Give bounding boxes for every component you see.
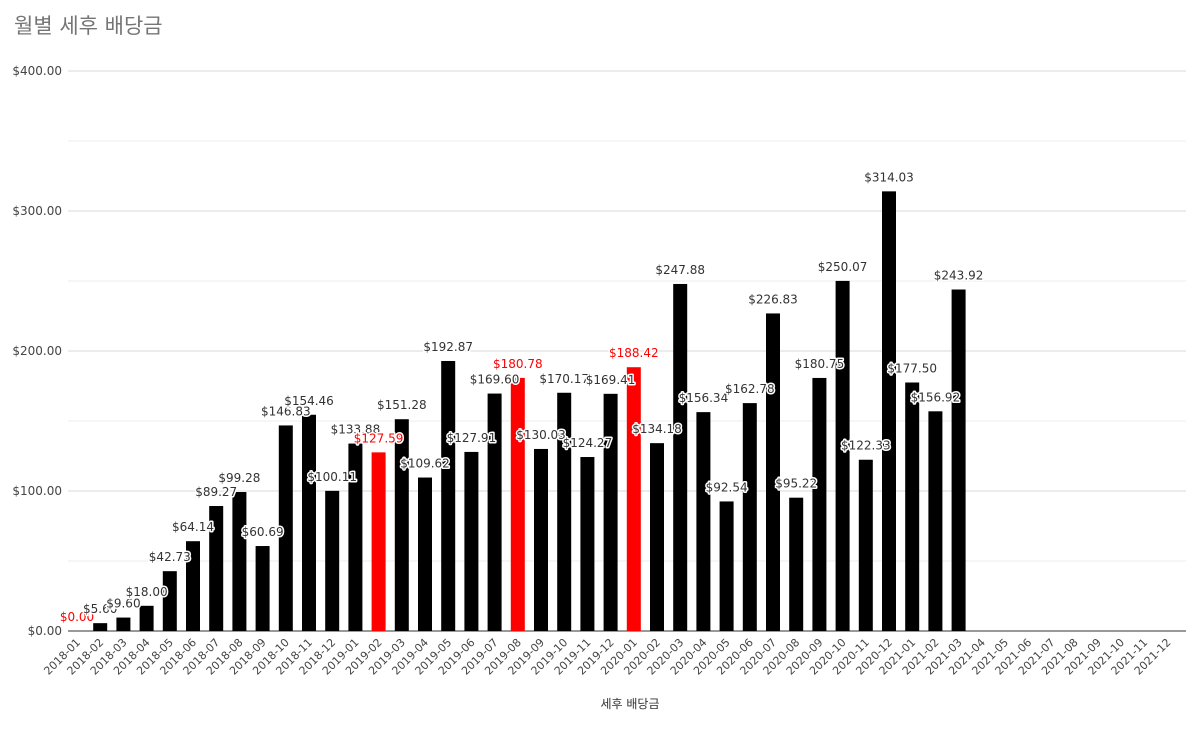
bar bbox=[858, 459, 873, 631]
data-label: $89.27 bbox=[195, 485, 237, 499]
bar bbox=[626, 367, 641, 631]
bar bbox=[789, 497, 804, 631]
data-label: $60.69 bbox=[242, 525, 284, 539]
data-label: $92.54 bbox=[706, 480, 748, 494]
data-label: $99.28 bbox=[218, 471, 260, 485]
bar bbox=[673, 283, 688, 631]
data-label: $9.60 bbox=[106, 597, 140, 611]
data-label: $133.88 bbox=[331, 423, 381, 437]
bar bbox=[302, 414, 316, 631]
bar bbox=[394, 419, 409, 631]
bar bbox=[93, 623, 108, 631]
y-tick-label: $200.00 bbox=[12, 344, 62, 358]
data-label: $170.17 bbox=[539, 372, 589, 386]
data-label: $226.83 bbox=[748, 292, 798, 306]
bar bbox=[418, 477, 432, 631]
bar bbox=[928, 411, 943, 631]
data-labels: $0.00$5.60$9.60$18.00$42.73$64.14$89.27$… bbox=[58, 169, 985, 626]
data-label: $154.46 bbox=[284, 394, 334, 408]
data-label: $314.03 bbox=[864, 170, 914, 184]
data-label: $177.50 bbox=[887, 362, 937, 376]
data-label: $247.88 bbox=[655, 263, 705, 277]
data-label: $122.33 bbox=[841, 439, 891, 453]
data-label: $134.18 bbox=[632, 422, 682, 436]
y-tick-label: $400.00 bbox=[12, 64, 62, 78]
bar bbox=[209, 506, 224, 631]
bar bbox=[580, 457, 595, 631]
data-label: $151.28 bbox=[377, 398, 427, 412]
bar bbox=[325, 490, 340, 631]
data-label: $162.78 bbox=[725, 382, 775, 396]
bar bbox=[812, 377, 827, 631]
bar bbox=[696, 412, 711, 631]
data-label: $127.59 bbox=[354, 431, 404, 445]
data-label: $64.14 bbox=[172, 520, 214, 534]
bar bbox=[232, 492, 247, 631]
x-axis-label: 세후 배당금 bbox=[600, 697, 659, 711]
bar bbox=[371, 452, 386, 631]
bar bbox=[603, 393, 618, 631]
data-label: $100.11 bbox=[307, 470, 357, 484]
data-label: $243.92 bbox=[934, 269, 984, 283]
data-label: $169.41 bbox=[586, 373, 636, 387]
data-label: $130.03 bbox=[516, 428, 566, 442]
bar bbox=[534, 448, 548, 631]
data-label: $127.91 bbox=[447, 431, 497, 445]
bar bbox=[835, 280, 850, 631]
data-label: $192.87 bbox=[423, 340, 473, 354]
bars bbox=[93, 191, 966, 631]
data-label: $180.75 bbox=[795, 357, 845, 371]
bar bbox=[116, 617, 131, 631]
bar bbox=[348, 443, 363, 631]
data-label: $18.00 bbox=[126, 585, 168, 599]
data-label: $156.34 bbox=[679, 391, 729, 405]
data-label: $124.27 bbox=[563, 436, 613, 450]
bar bbox=[951, 289, 966, 631]
data-label: $0.00 bbox=[60, 610, 94, 624]
data-label: $109.62 bbox=[400, 457, 450, 471]
y-axis-ticks: $0.00 $100.00 $200.00 $300.00 $400.00 bbox=[12, 64, 62, 638]
bar bbox=[742, 403, 757, 631]
bar bbox=[487, 393, 502, 631]
data-label: $42.73 bbox=[149, 550, 191, 564]
bar bbox=[441, 360, 456, 631]
chart-title: 월별 세후 배당금 bbox=[14, 14, 163, 38]
x-axis-ticks: 2018-012018-022018-032018-042018-052018-… bbox=[41, 636, 1173, 678]
bar bbox=[719, 501, 734, 631]
bar bbox=[510, 377, 525, 631]
bar bbox=[650, 443, 664, 631]
bar bbox=[139, 605, 154, 631]
y-tick-label: $100.00 bbox=[12, 484, 62, 498]
y-tick-label: $0.00 bbox=[28, 624, 62, 638]
data-label: $5.60 bbox=[83, 602, 117, 616]
bar bbox=[464, 451, 479, 631]
bar bbox=[905, 382, 920, 631]
data-label: $146.83 bbox=[261, 404, 311, 418]
bar bbox=[557, 392, 572, 631]
data-label: $250.07 bbox=[818, 260, 868, 274]
y-tick-label: $300.00 bbox=[12, 204, 62, 218]
data-label: $188.42 bbox=[609, 346, 659, 360]
bar bbox=[186, 541, 200, 631]
data-label: $180.78 bbox=[493, 357, 543, 371]
bar bbox=[882, 191, 896, 631]
data-label: $169.60 bbox=[470, 373, 520, 387]
bar bbox=[255, 546, 270, 631]
data-label: $156.92 bbox=[911, 390, 961, 404]
bar bbox=[162, 571, 177, 631]
bar bbox=[278, 425, 293, 631]
bar bbox=[766, 313, 780, 631]
data-label: $95.22 bbox=[775, 477, 817, 491]
